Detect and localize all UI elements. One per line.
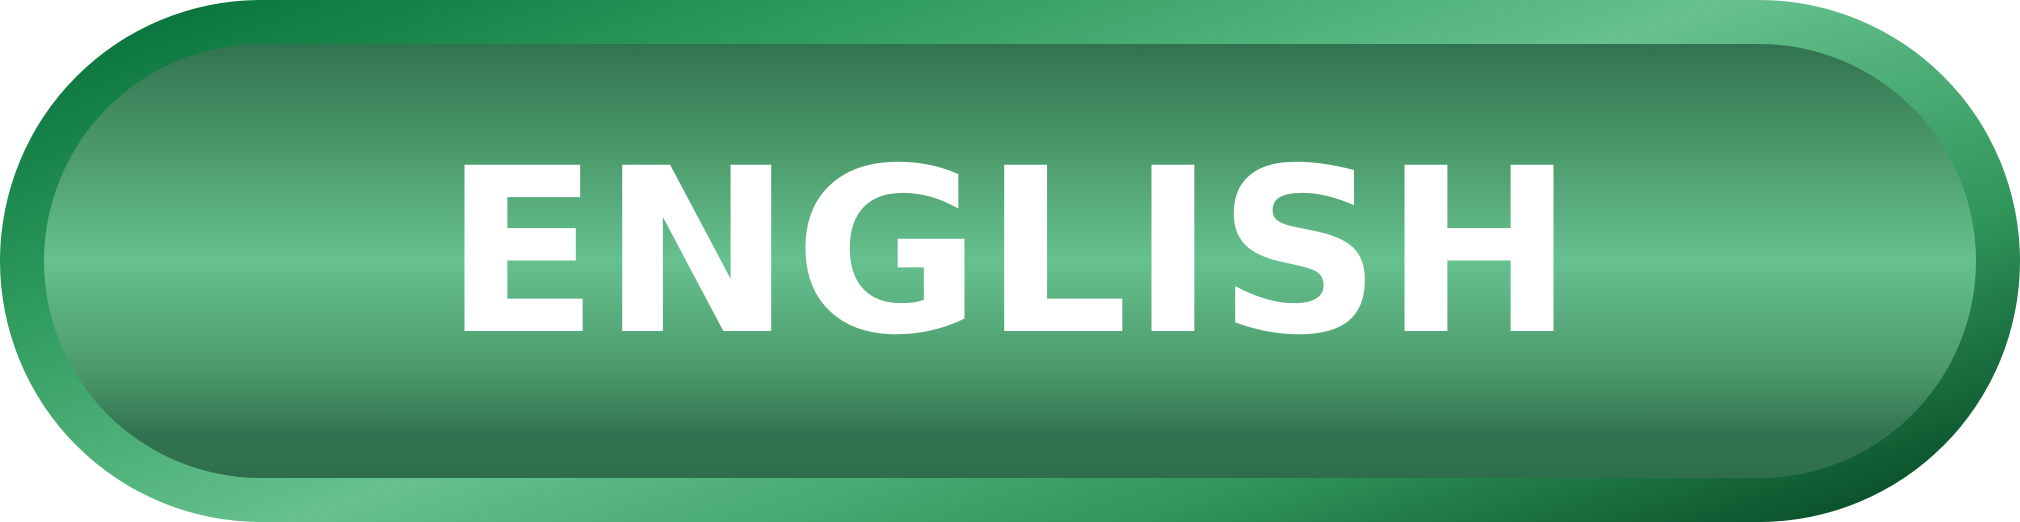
english-button-face[interactable]: ENGLISH xyxy=(44,44,1976,478)
english-button-label: ENGLISH xyxy=(443,119,1577,385)
